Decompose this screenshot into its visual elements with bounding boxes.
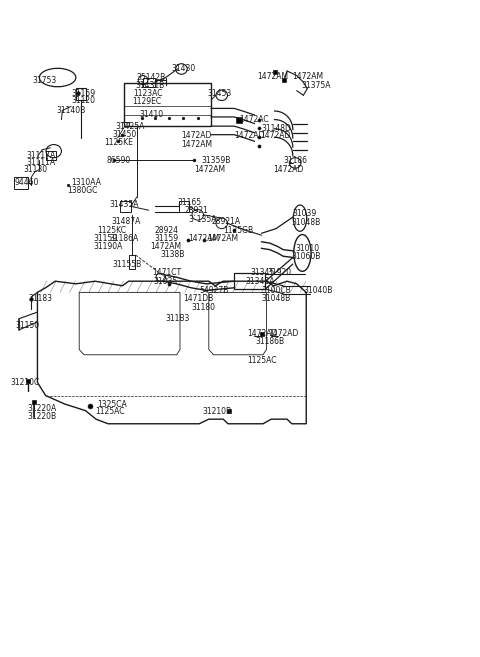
Text: 31450: 31450 bbox=[113, 129, 137, 139]
Text: 31180: 31180 bbox=[191, 303, 215, 312]
Text: 31431B: 31431B bbox=[135, 81, 165, 90]
Text: 31210B: 31210B bbox=[203, 407, 232, 417]
Text: 1472AD: 1472AD bbox=[274, 165, 304, 174]
Text: 1125KC: 1125KC bbox=[97, 226, 126, 235]
Text: 28924: 28924 bbox=[155, 226, 179, 235]
Bar bbox=[14, 177, 28, 189]
Text: 31359B: 31359B bbox=[202, 156, 231, 166]
Text: 31186A: 31186A bbox=[109, 234, 139, 243]
Text: 31159: 31159 bbox=[155, 234, 179, 243]
Text: 31430: 31430 bbox=[172, 64, 196, 74]
Text: 31060B: 31060B bbox=[292, 252, 321, 261]
Text: 31425A: 31425A bbox=[115, 122, 144, 131]
Text: 31159: 31159 bbox=[71, 89, 95, 98]
Text: 31453: 31453 bbox=[207, 89, 232, 98]
Text: 31183: 31183 bbox=[29, 294, 53, 304]
Text: 31920: 31920 bbox=[268, 268, 292, 277]
Text: 31039: 31039 bbox=[293, 209, 317, 218]
Text: 28921: 28921 bbox=[185, 206, 209, 215]
Text: 31343A: 31343A bbox=[246, 277, 275, 286]
Text: 31487A: 31487A bbox=[111, 217, 141, 226]
Text: 31375A: 31375A bbox=[301, 81, 331, 90]
Text: 1125AC: 1125AC bbox=[247, 355, 276, 365]
Text: 1472AD: 1472AD bbox=[260, 131, 290, 141]
Text: 1129EC: 1129EC bbox=[132, 97, 161, 106]
Text: 1380GC: 1380GC bbox=[67, 186, 97, 195]
Text: 1310AA: 1310AA bbox=[71, 178, 101, 187]
Text: 1472AM: 1472AM bbox=[150, 242, 181, 251]
Text: 31130: 31130 bbox=[23, 165, 47, 174]
Text: 31150: 31150 bbox=[15, 321, 39, 330]
Text: 31159: 31159 bbox=[94, 234, 118, 243]
Text: 35142B: 35142B bbox=[137, 73, 166, 82]
Text: 31035: 31035 bbox=[154, 277, 178, 286]
Bar bbox=[76, 88, 86, 100]
Text: 1472AD: 1472AD bbox=[181, 131, 212, 141]
Bar bbox=[143, 78, 155, 87]
Text: 31010: 31010 bbox=[295, 244, 319, 253]
Text: 31048B: 31048B bbox=[292, 217, 321, 227]
Bar bbox=[46, 151, 56, 160]
Text: 28921A: 28921A bbox=[211, 217, 240, 226]
Bar bbox=[234, 273, 265, 289]
Text: 1472AM: 1472AM bbox=[207, 234, 239, 243]
Bar bbox=[129, 255, 135, 269]
Text: 1472AM: 1472AM bbox=[257, 72, 288, 81]
Bar bbox=[124, 83, 211, 126]
Text: 1472AD: 1472AD bbox=[234, 131, 264, 141]
Text: 31048B: 31048B bbox=[262, 294, 291, 304]
Text: 86590: 86590 bbox=[107, 156, 131, 166]
Bar bbox=[179, 201, 189, 212]
Text: 31220B: 31220B bbox=[28, 412, 57, 421]
Bar bbox=[120, 201, 131, 212]
Text: 31190A: 31190A bbox=[94, 242, 123, 251]
Text: 1471DB: 1471DB bbox=[183, 294, 214, 304]
Text: 31186: 31186 bbox=[283, 156, 307, 166]
Text: 3`135A: 3`135A bbox=[189, 215, 217, 224]
Text: 31148D: 31148D bbox=[262, 124, 291, 133]
Text: 1472AD: 1472AD bbox=[268, 329, 298, 338]
Text: 1125KE: 1125KE bbox=[105, 138, 133, 147]
Text: 31753: 31753 bbox=[33, 76, 57, 85]
Text: 1472AM: 1472AM bbox=[292, 72, 323, 81]
Text: 31410: 31410 bbox=[139, 110, 163, 120]
Text: 31210C: 31210C bbox=[11, 378, 40, 387]
Text: 31140B: 31140B bbox=[57, 106, 86, 115]
Text: 31040B: 31040B bbox=[303, 286, 333, 295]
Text: 54927B: 54927B bbox=[199, 286, 228, 295]
Text: 94460: 94460 bbox=[14, 178, 39, 187]
Text: 31155B: 31155B bbox=[113, 260, 142, 269]
Text: 1472AM: 1472AM bbox=[194, 165, 226, 174]
Text: 1125AC: 1125AC bbox=[95, 407, 124, 417]
Text: 1471CT: 1471CT bbox=[153, 268, 182, 277]
Text: 1325CA: 1325CA bbox=[97, 399, 127, 409]
Text: 1472AM: 1472AM bbox=[181, 140, 213, 149]
Text: 31345: 31345 bbox=[251, 268, 275, 277]
Text: 31220A: 31220A bbox=[28, 404, 57, 413]
Text: 1472AM: 1472AM bbox=[188, 234, 219, 243]
Text: 31435A: 31435A bbox=[109, 200, 139, 210]
Text: 3138B: 3138B bbox=[161, 250, 185, 260]
Text: 1472AC: 1472AC bbox=[239, 115, 269, 124]
Text: 311B3: 311B3 bbox=[166, 314, 190, 323]
Text: 1123AC: 1123AC bbox=[133, 89, 163, 99]
Text: 31120: 31120 bbox=[71, 96, 95, 105]
Text: 31111A: 31111A bbox=[26, 158, 56, 167]
Text: 1472AD: 1472AD bbox=[247, 329, 277, 338]
Text: 31117A: 31117A bbox=[26, 150, 56, 160]
Text: 31186B: 31186B bbox=[255, 337, 285, 346]
Text: 1125GB: 1125GB bbox=[223, 226, 253, 235]
Text: 3100CB: 3100CB bbox=[262, 286, 291, 295]
Text: 31165: 31165 bbox=[178, 198, 202, 207]
